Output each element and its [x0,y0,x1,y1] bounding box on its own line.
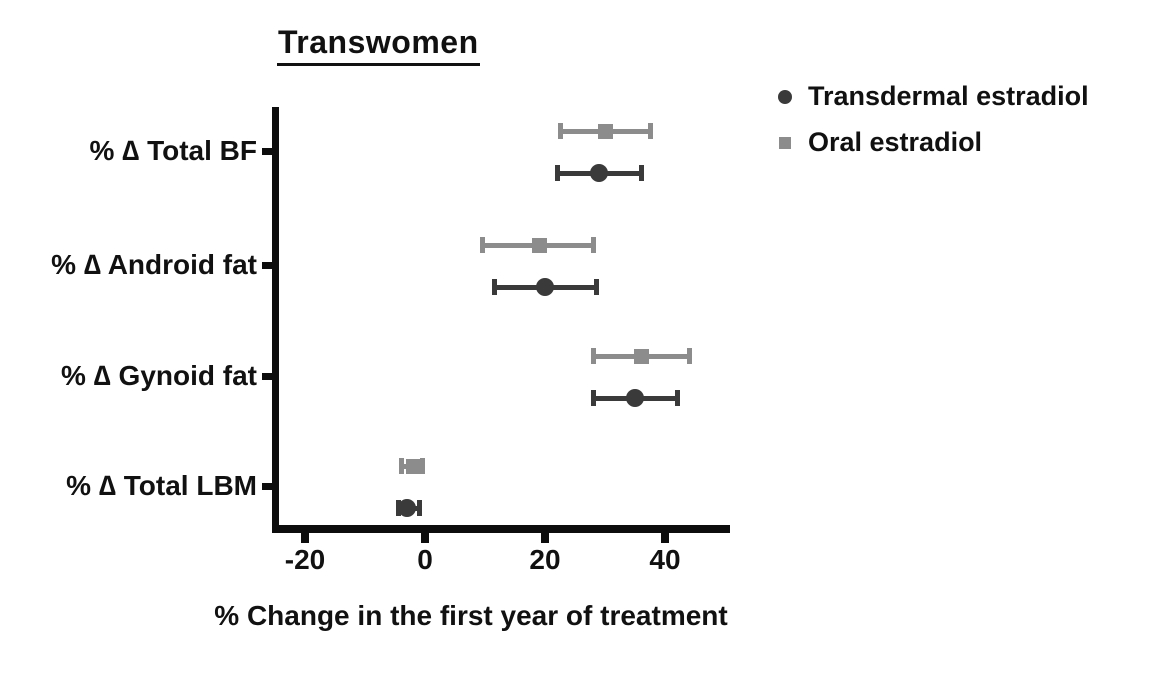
data-point-circle [626,389,644,407]
y-tick [262,148,273,155]
x-tick-label: 0 [417,544,433,575]
circle-marker-icon [778,89,792,104]
error-bar-cap [491,279,497,295]
x-tick-label: 40 [649,544,681,575]
legend-item-oral: Oral estradiol [778,127,1089,158]
data-point-square [633,348,649,364]
y-tick [262,373,273,380]
data-point-square [597,123,613,139]
x-tick-label: -20 [284,544,326,575]
error-bar-cap [554,165,560,181]
error-bar-cap [647,123,653,139]
legend-item-transdermal: Transdermal estradiol [778,81,1089,112]
x-axis-line [272,525,730,533]
data-point-circle [590,164,608,182]
y-tick [262,262,273,269]
error-bar-cap [590,237,596,253]
category-label: % ∆ Total LBM [66,470,257,501]
legend-label-oral: Oral estradiol [808,127,983,157]
error-bar-cap [419,458,425,474]
category-label: % ∆ Android fat [51,249,257,280]
square-marker-icon [779,136,791,149]
legend-label-transdermal: Transdermal estradiol [808,81,1089,111]
error-bar-cap [479,237,485,253]
error-bar-cap [416,500,422,516]
category-label: % ∆ Gynoid fat [60,360,257,391]
error-bar-cap [557,123,563,139]
y-axis-line [272,107,279,533]
x-tick [421,533,429,543]
x-axis-title: % Change in the first year of treatment [214,600,728,631]
error-bar-cap [593,279,599,295]
error-bar-cap [398,458,404,474]
chart-title: Transwomen [277,24,480,66]
legend: Transdermal estradiol Oral estradiol [778,81,1089,158]
error-bar-cap [638,165,644,181]
error-bar-cap [686,348,692,364]
data-point-square [531,237,547,253]
data-point-circle [398,499,416,517]
y-tick [262,483,273,490]
data-point-square [405,458,421,474]
error-bar-cap [590,390,596,406]
error-bar-cap [674,390,680,406]
x-tick [301,533,309,543]
x-tick [661,533,669,543]
category-label: % ∆ Total BF [89,135,258,166]
x-tick-label: 20 [529,544,561,575]
data-point-circle [536,278,554,296]
x-tick [541,533,549,543]
error-bar-cap [590,348,596,364]
